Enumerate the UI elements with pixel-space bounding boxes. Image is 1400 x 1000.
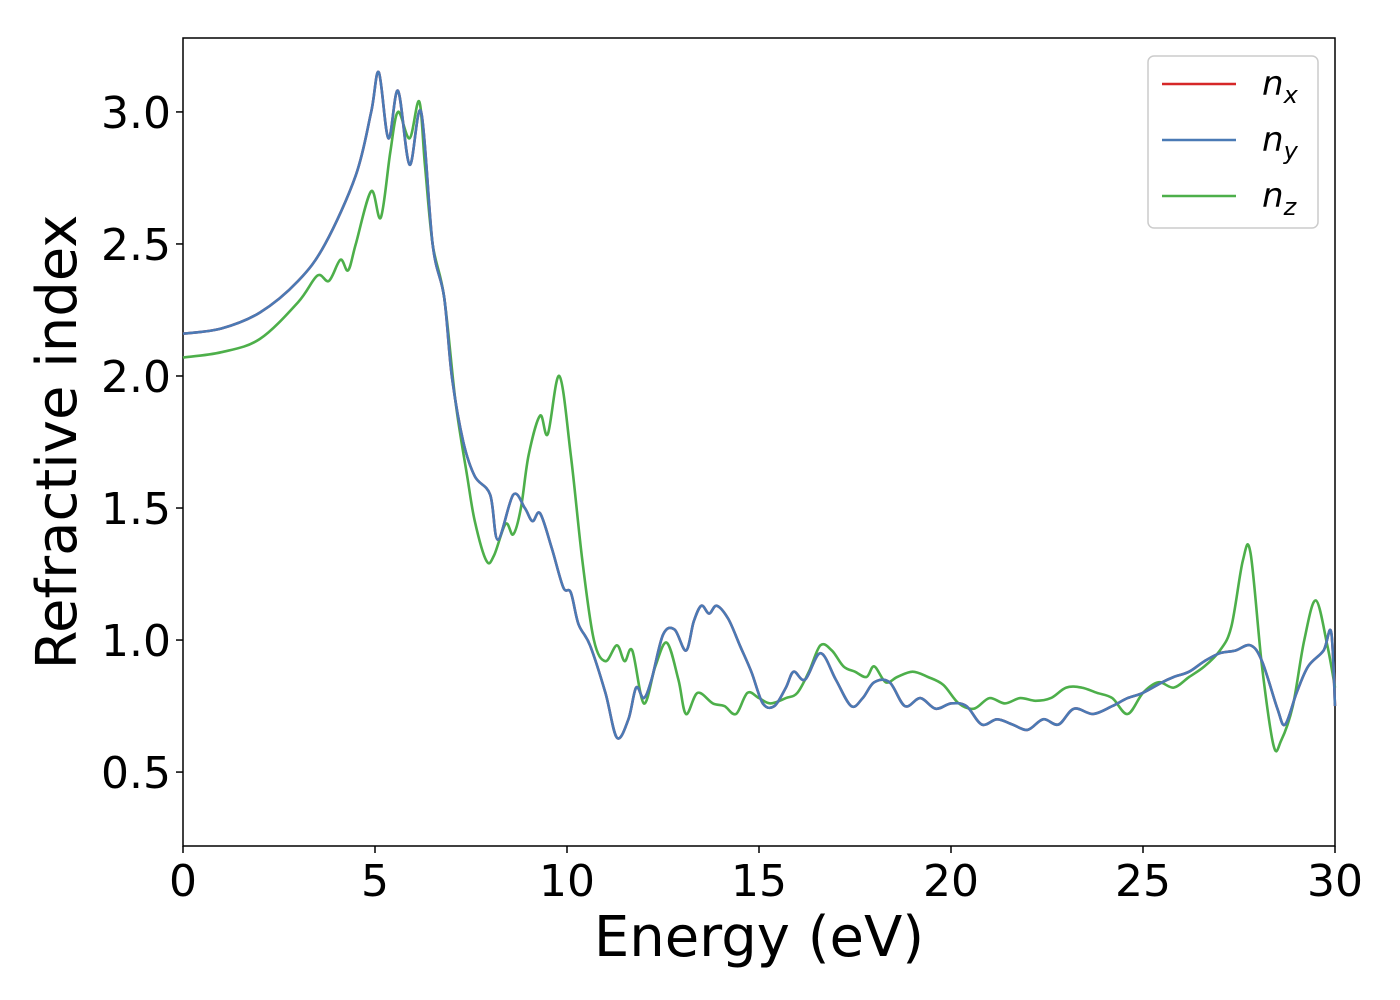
series-line-ny (182, 70, 1337, 740)
x-axis-ticks: 0 5 10 15 20 25 30 (169, 846, 1363, 907)
y-tick-label: 1.0 (101, 616, 171, 667)
x-tick-label: 20 (923, 856, 979, 907)
series-layer (182, 70, 1337, 753)
x-tick-label: 0 (169, 856, 197, 907)
y-tick-label: 0.5 (101, 748, 171, 799)
y-tick-label: 3.0 (101, 88, 171, 139)
x-tick-label: 10 (539, 856, 595, 907)
y-tick-label: 1.5 (101, 484, 171, 535)
y-axis-label: Refractive index (25, 215, 90, 670)
x-tick-label: 30 (1307, 856, 1363, 907)
y-tick-label: 2.0 (101, 352, 171, 403)
x-axis-label: Energy (eV) (594, 905, 924, 970)
x-tick-label: 15 (731, 856, 787, 907)
x-tick-label: 5 (361, 856, 389, 907)
y-tick-label: 2.5 (101, 220, 171, 271)
x-tick-label: 25 (1115, 856, 1171, 907)
legend-box (1147, 55, 1319, 229)
y-axis-ticks: 0.5 1.0 1.5 2.0 2.5 3.0 (101, 88, 183, 799)
